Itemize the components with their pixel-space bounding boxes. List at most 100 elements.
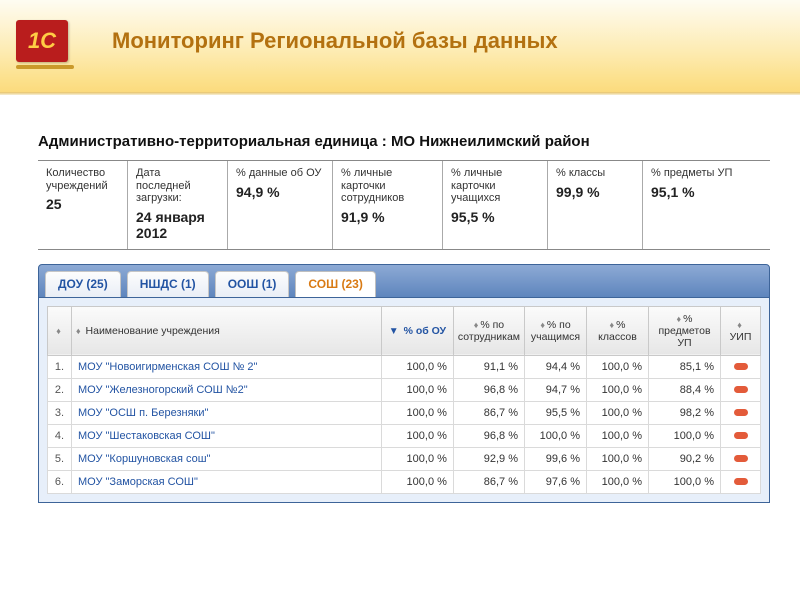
col-ou[interactable]: ▼ % об ОУ: [381, 306, 453, 355]
row-pupils: 99,6 %: [525, 447, 587, 470]
col-uip[interactable]: ♦ УИП: [721, 306, 761, 355]
logo: 1C: [16, 20, 86, 75]
tab-dou[interactable]: ДОУ (25): [45, 271, 121, 297]
row-classes: 100,0 %: [587, 424, 649, 447]
minus-icon: [734, 455, 748, 462]
stat-value: 95,5 %: [451, 209, 537, 225]
minus-icon: [734, 409, 748, 416]
minus-icon: [734, 386, 748, 393]
col-staff[interactable]: ♦% по сотрудникам: [453, 306, 524, 355]
tab-sosh[interactable]: СОШ (23): [295, 271, 375, 297]
section-title: Административно-территориальная единица …: [38, 133, 770, 150]
stat-value: 24 января 2012: [136, 209, 217, 241]
row-index: 4.: [48, 424, 72, 447]
row-ou: 100,0 %: [381, 401, 453, 424]
row-pupils: 94,7 %: [525, 378, 587, 401]
col-classes-label: % классов: [598, 319, 637, 343]
col-name[interactable]: ♦ Наименование учреждения: [72, 306, 382, 355]
sort-icon: ♦: [540, 320, 545, 330]
col-name-label: Наименование учреждения: [86, 325, 220, 337]
row-index: 2.: [48, 378, 72, 401]
institution-link[interactable]: МОУ "Шестаковская СОШ": [78, 430, 215, 442]
row-staff: 86,7 %: [453, 470, 524, 493]
row-ou: 100,0 %: [381, 355, 453, 378]
page-title: Мониторинг Региональной базы данных: [112, 28, 760, 53]
row-uip[interactable]: [721, 470, 761, 493]
row-index: 6.: [48, 470, 72, 493]
institution-link[interactable]: МОУ "Заморская СОШ": [78, 476, 198, 488]
tab-container: ДОУ (25) НШДС (1) ООШ (1) СОШ (23) ♦ ♦ Н…: [38, 264, 770, 503]
logo-box: 1C: [16, 20, 68, 62]
logo-underline: [16, 65, 74, 69]
row-subjects: 100,0 %: [649, 470, 721, 493]
header-band: 1C Мониторинг Региональной базы данных: [0, 0, 800, 95]
row-index: 5.: [48, 447, 72, 470]
row-uip[interactable]: [721, 355, 761, 378]
table-row: 5.МОУ "Коршуновская сош"100,0 %92,9 %99,…: [48, 447, 761, 470]
row-uip[interactable]: [721, 401, 761, 424]
sort-icon: ♦: [737, 320, 742, 330]
col-pupils[interactable]: ♦% по учащимся: [525, 306, 587, 355]
stat-card: % данные об ОУ 94,9 %: [228, 161, 333, 249]
col-classes[interactable]: ♦% классов: [587, 306, 649, 355]
row-index: 3.: [48, 401, 72, 424]
stat-value: 25: [46, 196, 117, 212]
stat-card: Дата последней загрузки: 24 января 2012: [128, 161, 228, 249]
row-ou: 100,0 %: [381, 378, 453, 401]
institution-link[interactable]: МОУ "Железногорский СОШ №2": [78, 384, 248, 396]
stat-card: Количество учреждений 25: [38, 161, 128, 249]
data-grid: ♦ ♦ Наименование учреждения ▼ % об ОУ ♦%…: [38, 298, 770, 503]
row-ou: 100,0 %: [381, 470, 453, 493]
stat-card: % личные карточки учащихся 95,5 %: [443, 161, 548, 249]
sort-down-icon: ▼: [389, 326, 399, 337]
row-subjects: 90,2 %: [649, 447, 721, 470]
col-index[interactable]: ♦: [48, 306, 72, 355]
logo-text: 1C: [28, 28, 56, 54]
tabbar: ДОУ (25) НШДС (1) ООШ (1) СОШ (23): [38, 264, 770, 298]
row-subjects: 100,0 %: [649, 424, 721, 447]
stat-label: Количество учреждений: [46, 167, 117, 192]
row-subjects: 98,2 %: [649, 401, 721, 424]
row-uip[interactable]: [721, 447, 761, 470]
row-classes: 100,0 %: [587, 470, 649, 493]
row-staff: 96,8 %: [453, 378, 524, 401]
stat-label: % классы: [556, 167, 632, 180]
table-row: 6.МОУ "Заморская СОШ"100,0 %86,7 %97,6 %…: [48, 470, 761, 493]
stat-label: Дата последней загрузки:: [136, 167, 217, 205]
row-name: МОУ "Железногорский СОШ №2": [72, 378, 382, 401]
stat-label: % данные об ОУ: [236, 167, 322, 180]
tab-oosh[interactable]: ООШ (1): [215, 271, 290, 297]
table-row: 2. МОУ "Железногорский СОШ №2" 100,0 %96,8…: [48, 378, 761, 401]
row-pupils: 95,5 %: [525, 401, 587, 424]
stat-card: % предметы УП 95,1 %: [643, 161, 743, 249]
sort-icon: ♦: [474, 320, 479, 330]
institution-link[interactable]: МОУ "Новоигирменская СОШ № 2": [78, 361, 257, 373]
tab-nshds[interactable]: НШДС (1): [127, 271, 209, 297]
institution-link[interactable]: МОУ "Коршуновская сош": [78, 453, 210, 465]
header-underline: [0, 92, 800, 95]
row-subjects: 85,1 %: [649, 355, 721, 378]
col-pupils-label: % по учащимся: [531, 319, 580, 343]
stat-value: 94,9 %: [236, 184, 322, 200]
stats-row: Количество учреждений 25 Дата последней …: [38, 160, 770, 250]
row-ou: 100,0 %: [381, 447, 453, 470]
institution-link[interactable]: МОУ "ОСШ п. Березняки": [78, 407, 208, 419]
row-uip[interactable]: [721, 424, 761, 447]
row-index: 1.: [48, 355, 72, 378]
row-staff: 96,8 %: [453, 424, 524, 447]
stat-card: % классы 99,9 %: [548, 161, 643, 249]
sort-icon: ♦: [677, 314, 682, 324]
col-ou-label: % об ОУ: [404, 325, 447, 337]
row-classes: 100,0 %: [587, 401, 649, 424]
row-name: МОУ "Шестаковская СОШ": [72, 424, 382, 447]
row-pupils: 97,6 %: [525, 470, 587, 493]
row-staff: 86,7 %: [453, 401, 524, 424]
row-name: МОУ "Коршуновская сош": [72, 447, 382, 470]
row-uip[interactable]: [721, 378, 761, 401]
stat-value: 99,9 %: [556, 184, 632, 200]
col-subjects[interactable]: ♦% предметов УП: [649, 306, 721, 355]
row-name: МОУ "ОСШ п. Березняки": [72, 401, 382, 424]
col-uip-label: УИП: [730, 331, 752, 343]
row-name: МОУ "Заморская СОШ": [72, 470, 382, 493]
data-table: ♦ ♦ Наименование учреждения ▼ % об ОУ ♦%…: [47, 306, 761, 494]
